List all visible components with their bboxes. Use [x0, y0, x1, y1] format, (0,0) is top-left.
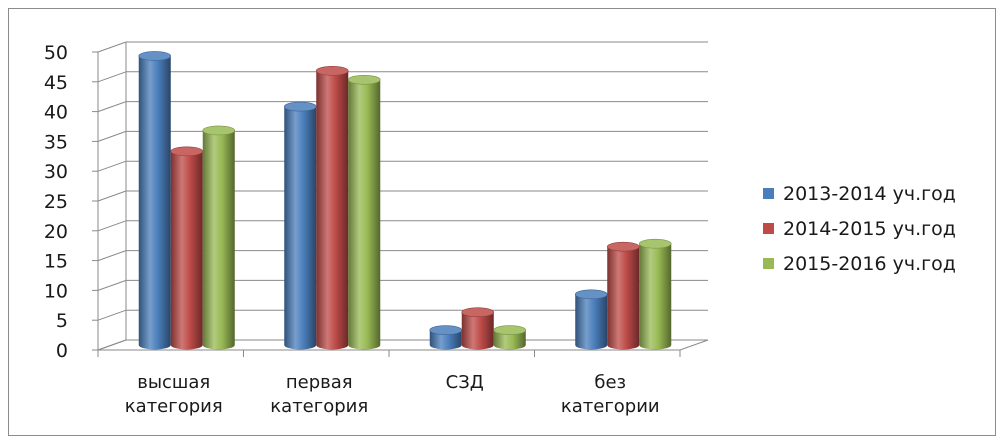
bar-top [170, 146, 204, 157]
gridline-side [97, 101, 127, 113]
bar-body [429, 330, 462, 350]
bar-body [138, 55, 171, 350]
gridline-side [97, 279, 127, 291]
legend-swatch-series-2 [763, 223, 774, 234]
gridline-side [97, 160, 127, 172]
legend-label-series-3: 2015-2016 уч.год [783, 252, 956, 275]
y-tick-label: 10 [44, 280, 68, 302]
chart-legend: 2013-2014 уч.год 2014-2015 уч.год 2015-2… [763, 176, 956, 281]
bar-top [347, 74, 381, 85]
y-tick-label: 30 [44, 161, 68, 183]
bar-body [493, 330, 526, 350]
bar-top [638, 238, 672, 249]
x-tick-label: категория [125, 396, 223, 417]
legend-item-series-2: 2014-2015 уч.год [763, 211, 956, 246]
y-tick-label: 0 [56, 340, 68, 362]
bar-series-1-3 [429, 325, 463, 350]
x-tick-label: без [594, 372, 626, 393]
gridline-side [97, 250, 127, 262]
gridline-side [97, 190, 127, 202]
y-tick-label: 5 [56, 310, 68, 332]
bar-top [574, 289, 608, 300]
bar-top [315, 66, 349, 76]
bar-series-3-1 [202, 125, 236, 350]
x-tick-label: первая [286, 372, 353, 393]
bar-body [348, 79, 381, 350]
bar-series-3-4 [638, 238, 672, 350]
gridline-side [97, 309, 127, 321]
bar-body [284, 106, 317, 350]
bar-layer [138, 51, 672, 350]
legend-swatch-series-1 [763, 188, 774, 199]
label-layer: 0 5 10 15 20 25 30 35 40 45 50 высшая категория перва… [44, 42, 660, 417]
x-tick-label: категории [561, 396, 660, 417]
gridline-side [97, 71, 127, 83]
bar-top [138, 51, 172, 61]
legend-label-series-2: 2014-2015 уч.год [783, 217, 956, 240]
legend-label-series-1: 2013-2014 уч.год [783, 182, 956, 205]
gridline-side [97, 130, 127, 142]
bar-body [639, 243, 672, 350]
y-tick-label: 45 [44, 72, 68, 94]
bar-series-3-2 [347, 74, 381, 350]
floor [97, 339, 709, 351]
x-tick-label: СЗД [446, 372, 484, 393]
x-tick-label: категория [270, 396, 368, 417]
bar-top [429, 325, 463, 335]
y-tick-label: 15 [44, 251, 68, 273]
bar-body [461, 312, 494, 350]
bar-body [316, 70, 349, 350]
bar-body [607, 246, 640, 350]
bar-body [202, 130, 235, 350]
y-tick-label: 40 [44, 102, 68, 124]
x-tick-label: высшая [137, 372, 210, 393]
bar-series-2-1 [170, 146, 204, 350]
legend-swatch-series-3 [763, 258, 774, 269]
bar-series-3-3 [493, 325, 527, 350]
bar-series-1-1 [138, 51, 172, 350]
bar-top [493, 325, 527, 335]
y-tick-label: 20 [44, 221, 68, 243]
bar-series-1-2 [283, 101, 317, 350]
bar-top [283, 101, 317, 112]
y-tick-label: 50 [44, 42, 68, 64]
axis-layer [92, 42, 709, 357]
bar-top [606, 241, 640, 252]
legend-item-series-3: 2015-2016 уч.год [763, 246, 956, 281]
bar-body [575, 294, 608, 350]
gridline-side [97, 220, 127, 232]
bar-series-2-4 [606, 241, 640, 350]
bar-series-1-4 [574, 289, 608, 350]
gridline-side [97, 41, 127, 53]
y-tick-label: 35 [44, 131, 68, 153]
bar-top [461, 307, 495, 318]
legend-item-series-1: 2013-2014 уч.год [763, 176, 956, 211]
bar-body [170, 151, 203, 350]
bar-series-2-2 [315, 66, 349, 350]
y-tick-label: 25 [44, 191, 68, 213]
bar-series-2-3 [461, 307, 495, 350]
bar-top [202, 125, 236, 136]
